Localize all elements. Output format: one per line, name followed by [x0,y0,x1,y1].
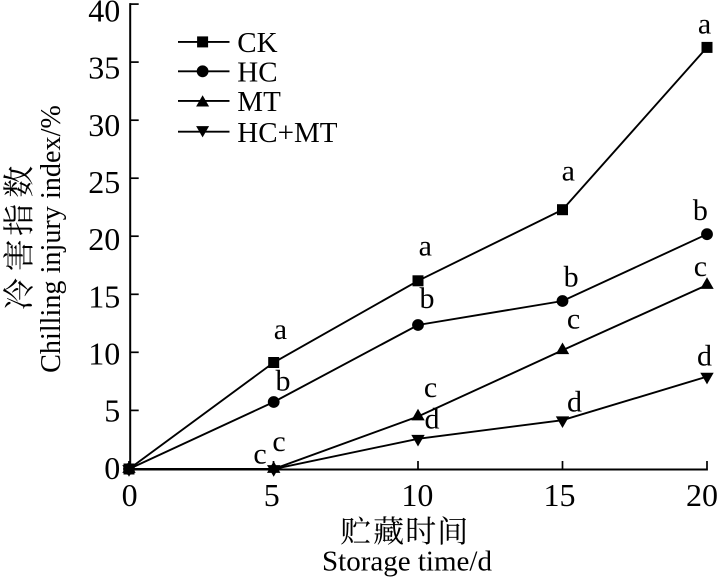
svg-text:5: 5 [104,393,120,429]
svg-text:c: c [424,371,437,404]
svg-text:b: b [693,194,708,227]
svg-text:c: c [253,437,266,470]
svg-text:35: 35 [88,50,120,86]
svg-text:a: a [419,230,432,263]
svg-text:10: 10 [401,477,433,513]
svg-text:CK: CK [237,27,277,59]
svg-text:HC+MT: HC+MT [237,117,337,149]
svg-text:a: a [562,155,575,188]
svg-text:15: 15 [88,278,120,314]
svg-text:a: a [274,313,287,346]
svg-text:d: d [567,386,582,419]
svg-text:25: 25 [88,164,120,200]
svg-text:c: c [694,250,707,283]
svg-text:b: b [276,364,291,397]
svg-text:20: 20 [88,221,120,257]
svg-text:MT: MT [237,86,281,118]
svg-text:b: b [420,282,435,315]
svg-text:c: c [272,425,285,458]
svg-text:10: 10 [88,336,120,372]
svg-text:d: d [697,340,712,373]
svg-text:30: 30 [88,107,120,143]
svg-text:b: b [564,260,579,293]
svg-text:d: d [425,403,440,436]
svg-text:0: 0 [104,450,120,486]
svg-text:HC: HC [237,56,277,88]
svg-text:Storage time/d: Storage time/d [322,546,492,578]
svg-text:15: 15 [544,477,576,513]
svg-text:Chilling injury index/%: Chilling injury index/% [36,105,67,373]
svg-text:c: c [567,303,580,336]
svg-text:40: 40 [88,0,120,29]
svg-text:20: 20 [686,477,717,513]
svg-text:a: a [698,7,711,40]
svg-text:0: 0 [122,477,138,513]
svg-text:5: 5 [264,477,280,513]
